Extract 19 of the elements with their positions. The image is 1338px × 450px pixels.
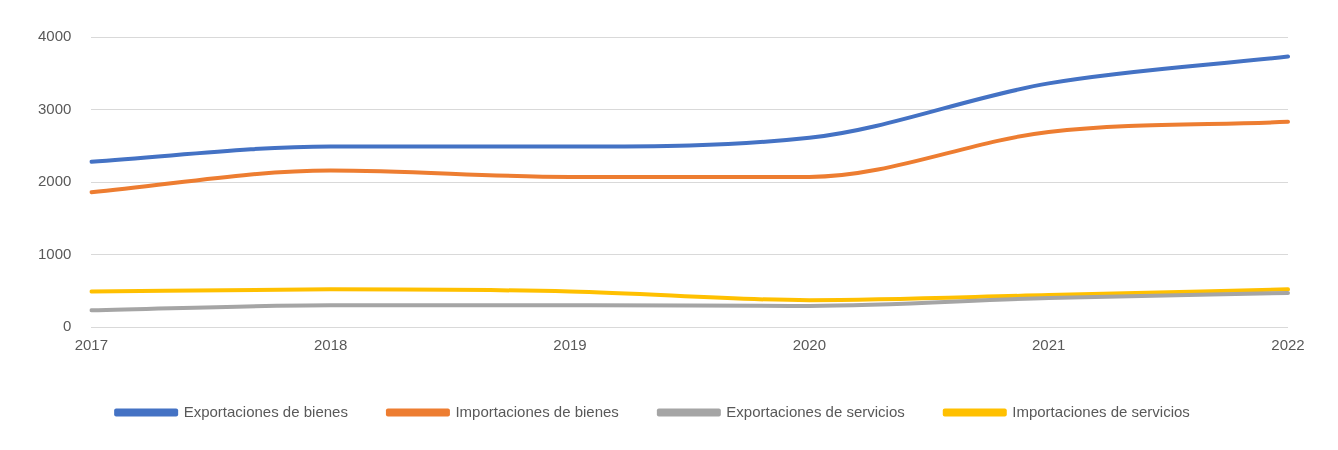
legend-label: Importaciones de servicios [1012, 402, 1190, 420]
legend-label: Exportaciones de servicios [726, 402, 905, 420]
y-tick-label: 1000 [37, 244, 72, 262]
legend-label: Importaciones de bienes [455, 402, 619, 420]
x-tick-label: 2018 [314, 336, 348, 354]
x-tick-label: 2019 [553, 336, 587, 354]
x-tick-label: 2022 [1271, 336, 1305, 354]
y-tick-label: 2000 [37, 172, 72, 190]
line-series [89, 287, 1290, 303]
y-tick-label: 3000 [37, 99, 72, 117]
line-series [89, 54, 1290, 164]
y-tick-label: 4000 [37, 27, 72, 45]
line-series [89, 119, 1290, 195]
x-tick-label: 2021 [1031, 336, 1066, 354]
x-tick-label: 2017 [74, 336, 109, 354]
line-series [89, 290, 1290, 313]
x-tick-label: 2020 [792, 336, 827, 354]
legend-label: Exportaciones de bienes [183, 402, 348, 420]
y-tick-label: 0 [63, 317, 72, 335]
